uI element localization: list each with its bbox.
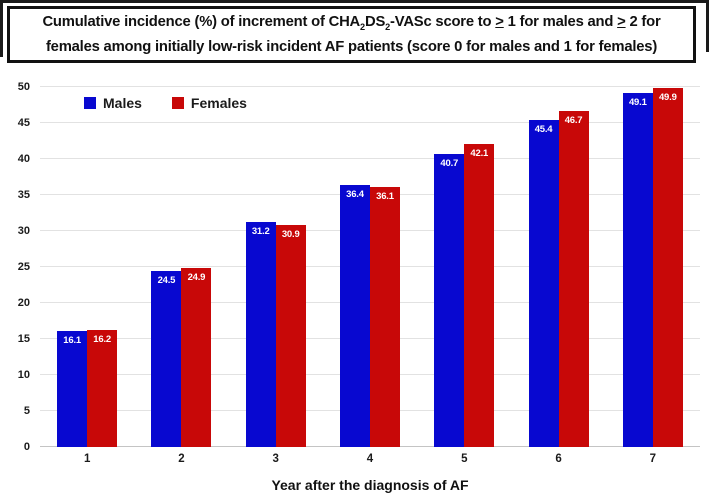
bar-females: 49.9 — [652, 87, 683, 447]
y-axis-tick-label: 0 — [23, 441, 30, 453]
y-axis-tick-label: 5 — [23, 405, 30, 417]
y-axis-tick-label: 45 — [17, 117, 30, 129]
chart-title: Cumulative incidence (%) of increment of… — [42, 14, 661, 55]
bar-females: 42.1 — [464, 143, 495, 447]
bar-value-label: 24.5 — [157, 274, 176, 286]
gridline — [40, 122, 700, 123]
title-box: Cumulative incidence (%) of increment of… — [7, 6, 696, 63]
bar-group: 24.5 24.9 — [134, 87, 228, 447]
legend-swatch-males-icon — [84, 97, 96, 109]
bar-value-label: 16.2 — [93, 334, 111, 346]
legend-item-females: Females — [171, 95, 247, 111]
bar-males: 40.7 — [434, 153, 465, 447]
bar-females: 16.2 — [87, 330, 118, 447]
y-axis-tick-label: 20 — [17, 297, 30, 309]
bar-value-label: 30.9 — [281, 228, 300, 240]
bar-value-label: 46.7 — [564, 114, 583, 126]
y-axis-tick-label: 35 — [17, 189, 30, 201]
bar-value-label: 36.4 — [346, 188, 364, 200]
bar-value-label: 42.1 — [470, 147, 489, 159]
bar-group: 36.4 36.1 — [323, 87, 417, 447]
x-axis-tick-label: 5 — [461, 453, 468, 465]
bar-value-label: 36.1 — [376, 191, 394, 203]
bar-group: 45.4 46.7 — [511, 87, 605, 447]
bar-females: 30.9 — [275, 224, 306, 447]
x-axis-tick-label: 6 — [555, 453, 562, 465]
bar-group: 31.2 30.9 — [229, 87, 323, 447]
legend-label-males: Males — [103, 95, 142, 111]
outer-frame-right — [706, 0, 709, 52]
outer-frame-left — [0, 0, 3, 57]
y-axis-tick-label: 10 — [17, 369, 30, 381]
legend-swatch-females-icon — [171, 97, 184, 109]
legend: Males Females — [84, 95, 247, 111]
bar-value-label: 45.4 — [534, 124, 553, 136]
bar-females: 24.9 — [181, 267, 212, 447]
y-axis-tick-label: 40 — [17, 153, 30, 165]
bar-group: 49.1 49.9 — [606, 87, 700, 447]
legend-label-females: Females — [190, 95, 247, 111]
bar-males: 49.1 — [622, 93, 653, 447]
bar-females: 46.7 — [558, 110, 589, 447]
x-axis-tick-label: 2 — [178, 453, 185, 465]
legend-item-males: Males — [84, 95, 142, 111]
bar-group: 16.1 16.2 — [40, 87, 134, 447]
x-axis-tick-label: 4 — [366, 453, 374, 465]
bar-value-label: 16.1 — [63, 335, 81, 347]
bar-value-label: 49.9 — [658, 91, 677, 103]
bar-value-label: 24.9 — [187, 271, 206, 283]
outer-frame-top — [0, 0, 709, 3]
gridline — [40, 86, 700, 87]
chart: 16.1 16.2 24.5 24.9 31.2 30.9 36.4 36.1 40.7 42.1… — [0, 81, 709, 453]
y-axis-tick-label: 50 — [17, 81, 30, 93]
gridline — [40, 158, 700, 159]
x-axis-tick-label: 3 — [272, 453, 279, 465]
y-axis-tick-label: 15 — [17, 333, 30, 345]
bar-males: 24.5 — [151, 270, 182, 447]
x-axis-title: Year after the diagnosis of AF — [271, 477, 469, 493]
plot-area: 16.1 16.2 24.5 24.9 31.2 30.9 36.4 36.1 40.7 42.1… — [40, 86, 700, 447]
bar-value-label: 40.7 — [440, 157, 459, 169]
bar-males: 45.4 — [528, 120, 559, 447]
bars-container: 16.1 16.2 24.5 24.9 31.2 30.9 36.4 36.1 40.7 42.1… — [40, 87, 700, 447]
bar-group: 40.7 42.1 — [417, 87, 511, 447]
x-axis-tick-label: 1 — [83, 453, 91, 465]
x-axis-tick-labels: 1 2 3 4 5 6 7 — [40, 453, 700, 469]
bar-males: 16.1 — [57, 331, 88, 447]
bar-value-label: 49.1 — [628, 97, 647, 109]
bar-females: 36.1 — [369, 187, 400, 447]
bar-value-label: 31.2 — [251, 226, 270, 238]
y-axis-tick-label: 30 — [17, 225, 30, 237]
y-axis-tick-label: 25 — [17, 261, 30, 273]
bar-males: 36.4 — [339, 184, 370, 447]
x-axis-tick-label: 7 — [649, 453, 657, 465]
bar-males: 31.2 — [245, 222, 276, 447]
